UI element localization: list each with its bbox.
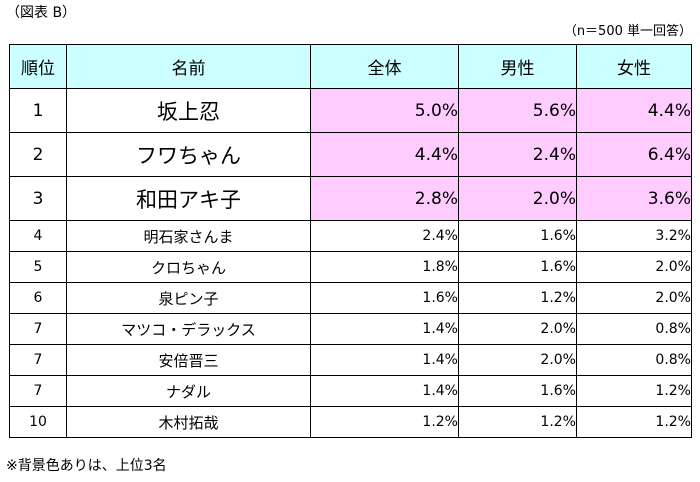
- cell-overall: 1.4%: [310, 313, 459, 345]
- cell-overall: 1.6%: [310, 282, 459, 314]
- cell-name: 和田アキ子: [66, 176, 311, 221]
- cell-name: 安倍晋三: [66, 344, 311, 376]
- cell-overall: 1.4%: [310, 375, 459, 407]
- cell-rank: 7: [9, 344, 67, 376]
- table-row: 4 明石家さんま 2.4% 1.6% 3.2%: [9, 220, 692, 252]
- cell-female: 6.4%: [576, 132, 692, 177]
- cell-rank: 2: [9, 132, 67, 177]
- cell-male: 1.2%: [458, 282, 577, 314]
- table-row: 2 フワちゃん 4.4% 2.4% 6.4%: [9, 132, 692, 177]
- cell-overall: 2.8%: [310, 176, 459, 221]
- header-rank: 順位: [9, 44, 67, 89]
- cell-rank: 5: [9, 251, 67, 283]
- cell-female: 2.0%: [576, 251, 692, 283]
- ranking-table: 順位 名前 全体 男性 女性 1 坂上忍 5.0% 5.6% 4.4% 2 フワ…: [9, 44, 692, 438]
- cell-name: マツコ・デラックス: [66, 313, 311, 345]
- header-female: 女性: [576, 44, 692, 89]
- cell-overall: 1.2%: [310, 406, 459, 438]
- cell-male: 2.0%: [458, 313, 577, 345]
- cell-rank: 7: [9, 375, 67, 407]
- footnote: ※背景色ありは、上位3名: [6, 458, 167, 474]
- cell-female: 0.8%: [576, 313, 692, 345]
- table-row: 7 マツコ・デラックス 1.4% 2.0% 0.8%: [9, 313, 692, 345]
- cell-male: 1.2%: [458, 406, 577, 438]
- cell-male: 1.6%: [458, 251, 577, 283]
- cell-female: 4.4%: [576, 88, 692, 133]
- figure-caption: （図表 B）: [6, 5, 77, 21]
- table-row: 10 木村拓哉 1.2% 1.2% 1.2%: [9, 406, 692, 438]
- header-male: 男性: [458, 44, 577, 89]
- cell-male: 5.6%: [458, 88, 577, 133]
- table-row: 3 和田アキ子 2.8% 2.0% 3.6%: [9, 176, 692, 221]
- table-header-row: 順位 名前 全体 男性 女性: [9, 44, 692, 89]
- cell-overall: 4.4%: [310, 132, 459, 177]
- cell-name: フワちゃん: [66, 132, 311, 177]
- cell-female: 3.2%: [576, 220, 692, 252]
- table-row: 7 安倍晋三 1.4% 2.0% 0.8%: [9, 344, 692, 376]
- cell-overall: 1.4%: [310, 344, 459, 376]
- cell-overall: 1.8%: [310, 251, 459, 283]
- cell-female: 1.2%: [576, 406, 692, 438]
- cell-rank: 7: [9, 313, 67, 345]
- cell-rank: 10: [9, 406, 67, 438]
- cell-overall: 2.4%: [310, 220, 459, 252]
- cell-name: ナダル: [66, 375, 311, 407]
- table-row: 6 泉ピン子 1.6% 1.2% 2.0%: [9, 282, 692, 314]
- header-overall: 全体: [310, 44, 459, 89]
- cell-female: 3.6%: [576, 176, 692, 221]
- cell-male: 2.0%: [458, 176, 577, 221]
- sample-note: （n＝500 単一回答）: [563, 24, 692, 39]
- cell-name: 木村拓哉: [66, 406, 311, 438]
- cell-male: 1.6%: [458, 220, 577, 252]
- table-row: 7 ナダル 1.4% 1.6% 1.2%: [9, 375, 692, 407]
- cell-rank: 6: [9, 282, 67, 314]
- cell-female: 2.0%: [576, 282, 692, 314]
- cell-female: 0.8%: [576, 344, 692, 376]
- table-row: 5 クロちゃん 1.8% 1.6% 2.0%: [9, 251, 692, 283]
- cell-name: 明石家さんま: [66, 220, 311, 252]
- cell-male: 2.0%: [458, 344, 577, 376]
- cell-rank: 3: [9, 176, 67, 221]
- cell-male: 1.6%: [458, 375, 577, 407]
- cell-male: 2.4%: [458, 132, 577, 177]
- table-row: 1 坂上忍 5.0% 5.6% 4.4%: [9, 88, 692, 133]
- cell-name: 泉ピン子: [66, 282, 311, 314]
- cell-name: 坂上忍: [66, 88, 311, 133]
- cell-overall: 5.0%: [310, 88, 459, 133]
- header-name: 名前: [66, 44, 311, 89]
- cell-female: 1.2%: [576, 375, 692, 407]
- cell-rank: 1: [9, 88, 67, 133]
- cell-name: クロちゃん: [66, 251, 311, 283]
- cell-rank: 4: [9, 220, 67, 252]
